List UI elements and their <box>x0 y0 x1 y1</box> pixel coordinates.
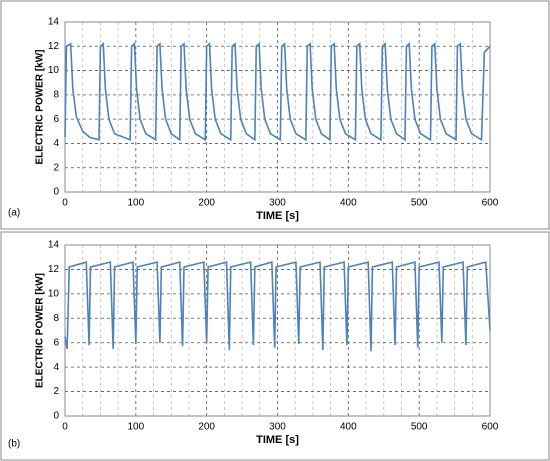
x-tick-label: 0 <box>62 422 68 433</box>
x-tick-label: 500 <box>411 422 428 433</box>
data-line <box>64 261 491 352</box>
x-tick-label: 400 <box>340 422 357 433</box>
data-line <box>64 42 491 142</box>
y-tick-label: 2 <box>53 162 59 173</box>
x-axis-title: TIME [s] <box>256 210 299 222</box>
x-tick-label: 200 <box>198 198 215 209</box>
y-tick-label: 14 <box>48 17 60 28</box>
y-tick-label: 0 <box>53 187 59 198</box>
x-tick-label: 500 <box>411 198 428 209</box>
y-tick-label: 0 <box>53 411 59 422</box>
y-tick-label: 6 <box>53 337 59 348</box>
y-tick-label: 8 <box>53 89 59 100</box>
y-tick-label: 4 <box>53 138 59 149</box>
y-tick-label: 8 <box>53 313 59 324</box>
panel-label: (a) <box>8 208 20 219</box>
y-tick-label: 4 <box>53 362 59 373</box>
x-tick-label: 600 <box>482 422 499 433</box>
x-tick-label: 200 <box>198 422 215 433</box>
x-tick-label: 0 <box>62 198 68 209</box>
x-tick-label: 100 <box>127 198 144 209</box>
y-tick-label: 6 <box>53 114 59 125</box>
x-tick-label: 300 <box>269 422 286 433</box>
panel-frame <box>0 231 550 461</box>
y-tick-label: 12 <box>48 264 60 275</box>
y-axis-title: ELECTRIC POWER [kW] <box>35 273 46 388</box>
x-tick-label: 100 <box>127 422 144 433</box>
y-tick-label: 2 <box>53 386 59 397</box>
y-tick-label: 10 <box>48 288 60 299</box>
x-tick-label: 400 <box>340 198 357 209</box>
panel-label: (b) <box>8 439 20 450</box>
panel-frame <box>0 0 550 230</box>
y-tick-label: 12 <box>48 41 60 52</box>
x-tick-label: 600 <box>482 198 499 209</box>
y-tick-label: 14 <box>48 240 60 251</box>
y-tick-label: 10 <box>48 65 60 76</box>
y-axis-title: ELECTRIC POWER [kW] <box>35 50 46 165</box>
x-axis-title: TIME [s] <box>256 434 299 446</box>
x-tick-label: 300 <box>269 198 286 209</box>
